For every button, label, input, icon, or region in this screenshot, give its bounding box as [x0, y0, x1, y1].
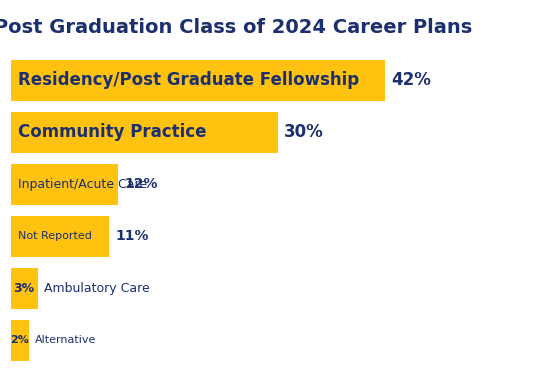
- Text: Residency/Post Graduate Fellowship: Residency/Post Graduate Fellowship: [18, 71, 359, 89]
- Text: 11%: 11%: [115, 229, 149, 243]
- Bar: [11, 164, 118, 205]
- Bar: [11, 268, 37, 308]
- Text: 2%: 2%: [10, 335, 29, 345]
- Text: 42%: 42%: [391, 71, 431, 89]
- Bar: [11, 320, 29, 361]
- Text: 30%: 30%: [284, 123, 324, 141]
- Text: Alternative: Alternative: [35, 335, 96, 345]
- Text: Ambulatory Care: Ambulatory Care: [44, 282, 149, 295]
- Bar: [11, 112, 278, 152]
- Bar: [11, 60, 385, 101]
- Title: Post Graduation Class of 2024 Career Plans: Post Graduation Class of 2024 Career Pla…: [0, 17, 472, 36]
- Text: 12%: 12%: [124, 177, 157, 191]
- Text: Community Practice: Community Practice: [18, 123, 206, 141]
- Text: Inpatient/Acute Care: Inpatient/Acute Care: [18, 178, 147, 191]
- Text: Not Reported: Not Reported: [18, 231, 92, 241]
- Bar: [11, 216, 109, 257]
- Text: 3%: 3%: [14, 282, 35, 295]
